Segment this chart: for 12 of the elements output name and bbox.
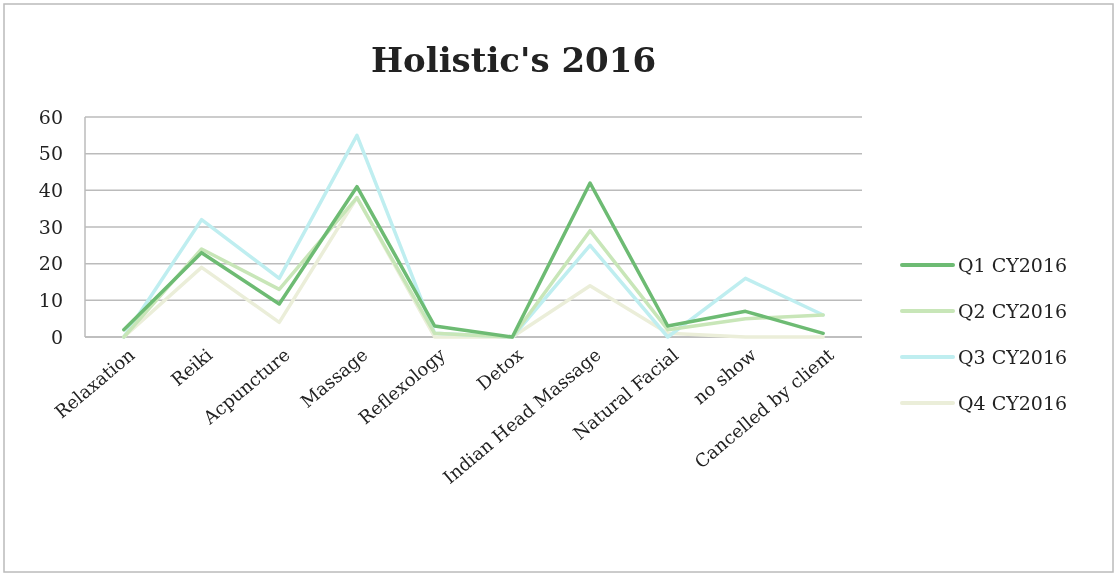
y-tick-label: 30 bbox=[38, 215, 63, 238]
chart-title: Holistic's 2016 bbox=[370, 40, 657, 80]
y-tick-label: 10 bbox=[38, 288, 63, 311]
y-tick-label: 20 bbox=[38, 252, 63, 275]
legend-label: Q2 CY2016 bbox=[958, 299, 1068, 322]
legend-label: Q4 CY2016 bbox=[958, 391, 1068, 414]
y-tick-label: 60 bbox=[38, 105, 63, 128]
y-tick-label: 50 bbox=[38, 142, 63, 165]
legend-label: Q3 CY2016 bbox=[958, 345, 1068, 368]
y-tick-label: 40 bbox=[38, 178, 63, 201]
legend-label: Q1 CY2016 bbox=[958, 253, 1068, 276]
y-tick-label: 0 bbox=[50, 325, 63, 348]
